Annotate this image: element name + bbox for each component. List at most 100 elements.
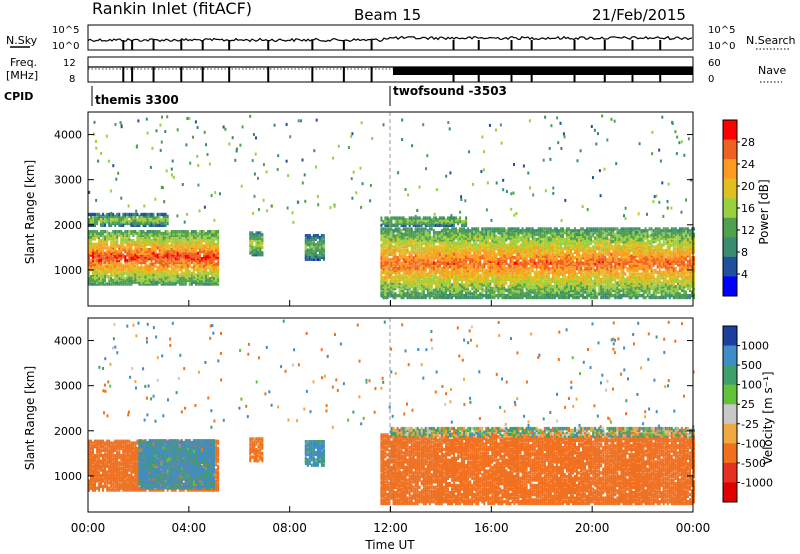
echo-cell [124, 233, 127, 237]
echo-cell [384, 281, 387, 285]
echo-cell [394, 265, 397, 269]
echo-cell [186, 269, 189, 274]
echo-cell [463, 232, 466, 237]
echo-cell [428, 247, 431, 251]
echo-cell [442, 248, 445, 253]
echo-cell [112, 282, 115, 286]
echo-cell [130, 221, 133, 226]
echo-cell [182, 237, 185, 241]
echo-cell [432, 267, 435, 271]
echo-cell [461, 261, 464, 265]
echo-cell [182, 264, 185, 268]
echo-cell [217, 271, 220, 275]
echo-cell [457, 292, 460, 296]
echo-cell [396, 259, 399, 264]
echo-cell [422, 247, 425, 251]
echo-cell [414, 288, 417, 292]
echo-cell [408, 274, 411, 278]
echo-cell [410, 292, 413, 296]
echo-cell [200, 230, 203, 234]
echo-cell [257, 236, 260, 241]
echo-cell [251, 242, 254, 246]
echo-cell [198, 230, 201, 234]
echo-cell [398, 292, 401, 296]
echo-cell [98, 260, 101, 264]
echo-cell [126, 248, 129, 252]
echo-cell [463, 270, 466, 274]
echo-cell [146, 212, 149, 217]
echo-cell [120, 220, 123, 224]
echo-cell [196, 276, 199, 281]
echo-cell [519, 236, 522, 240]
echo-cell [426, 292, 429, 296]
echo-cell [410, 236, 413, 240]
echo-cell [428, 236, 431, 240]
echo-cell [414, 239, 417, 244]
echo-cell [184, 276, 187, 281]
echo-cell [156, 260, 159, 264]
echo-cell [420, 252, 423, 256]
echo-cell [505, 281, 508, 285]
echo-cell [122, 233, 125, 237]
echo-cell [398, 274, 401, 278]
echo-cell [213, 273, 215, 277]
echo-cell [196, 239, 199, 243]
echo-cell [168, 239, 171, 243]
echo-cell [416, 256, 419, 260]
echo-cell [318, 257, 321, 261]
echo-cell [198, 264, 201, 268]
echo-cell [154, 233, 157, 237]
echo-cell [517, 252, 520, 256]
echo-cell [190, 237, 193, 241]
echo-cell [316, 253, 319, 258]
echo-cell [447, 257, 449, 262]
echo-cell [166, 239, 169, 243]
echo-cell [178, 257, 181, 261]
echo-cell [436, 236, 439, 240]
echo-cell [384, 288, 387, 292]
echo-cell [384, 259, 387, 264]
echo-cell [128, 257, 131, 261]
echo-cell [430, 238, 433, 242]
echo-cell [471, 270, 474, 274]
echo-cell [162, 273, 165, 277]
echo-cell [463, 256, 466, 260]
echo-cell [547, 286, 550, 291]
echo-cell [213, 246, 215, 250]
echo-cell [386, 288, 389, 292]
echo-cell [406, 248, 409, 253]
echo-cell [438, 238, 441, 242]
echo-cell [94, 220, 96, 224]
echo-cell [559, 286, 562, 291]
echo-cell [424, 247, 427, 251]
echo-cell [398, 256, 401, 260]
echo-cell [384, 239, 387, 244]
echo-cell [459, 276, 462, 280]
echo-cell [182, 266, 185, 270]
echo-cell [122, 271, 125, 275]
echo-cell [422, 256, 425, 260]
echo-cell [188, 269, 191, 274]
echo-cell [158, 231, 161, 236]
echo-cell [128, 280, 131, 284]
echo-cell [412, 232, 415, 237]
echo-cell [104, 275, 107, 279]
echo-cell [198, 244, 201, 248]
echo-cell [408, 268, 411, 273]
echo-cell [259, 240, 262, 244]
echo-cell [106, 251, 109, 255]
echo-cell [207, 233, 209, 237]
echo-cell [142, 269, 145, 274]
echo-cell [416, 250, 419, 255]
echo-cell [174, 282, 177, 286]
echo-cell [166, 246, 169, 250]
echo-cell [469, 276, 472, 280]
echo-cell [90, 237, 92, 241]
echo-cell [172, 246, 175, 250]
echo-cell [304, 252, 307, 256]
echo-cell [110, 248, 113, 252]
echo-cell [144, 248, 147, 252]
echo-cell [513, 292, 516, 296]
echo-cell [116, 266, 119, 270]
echo-cell [211, 275, 213, 279]
